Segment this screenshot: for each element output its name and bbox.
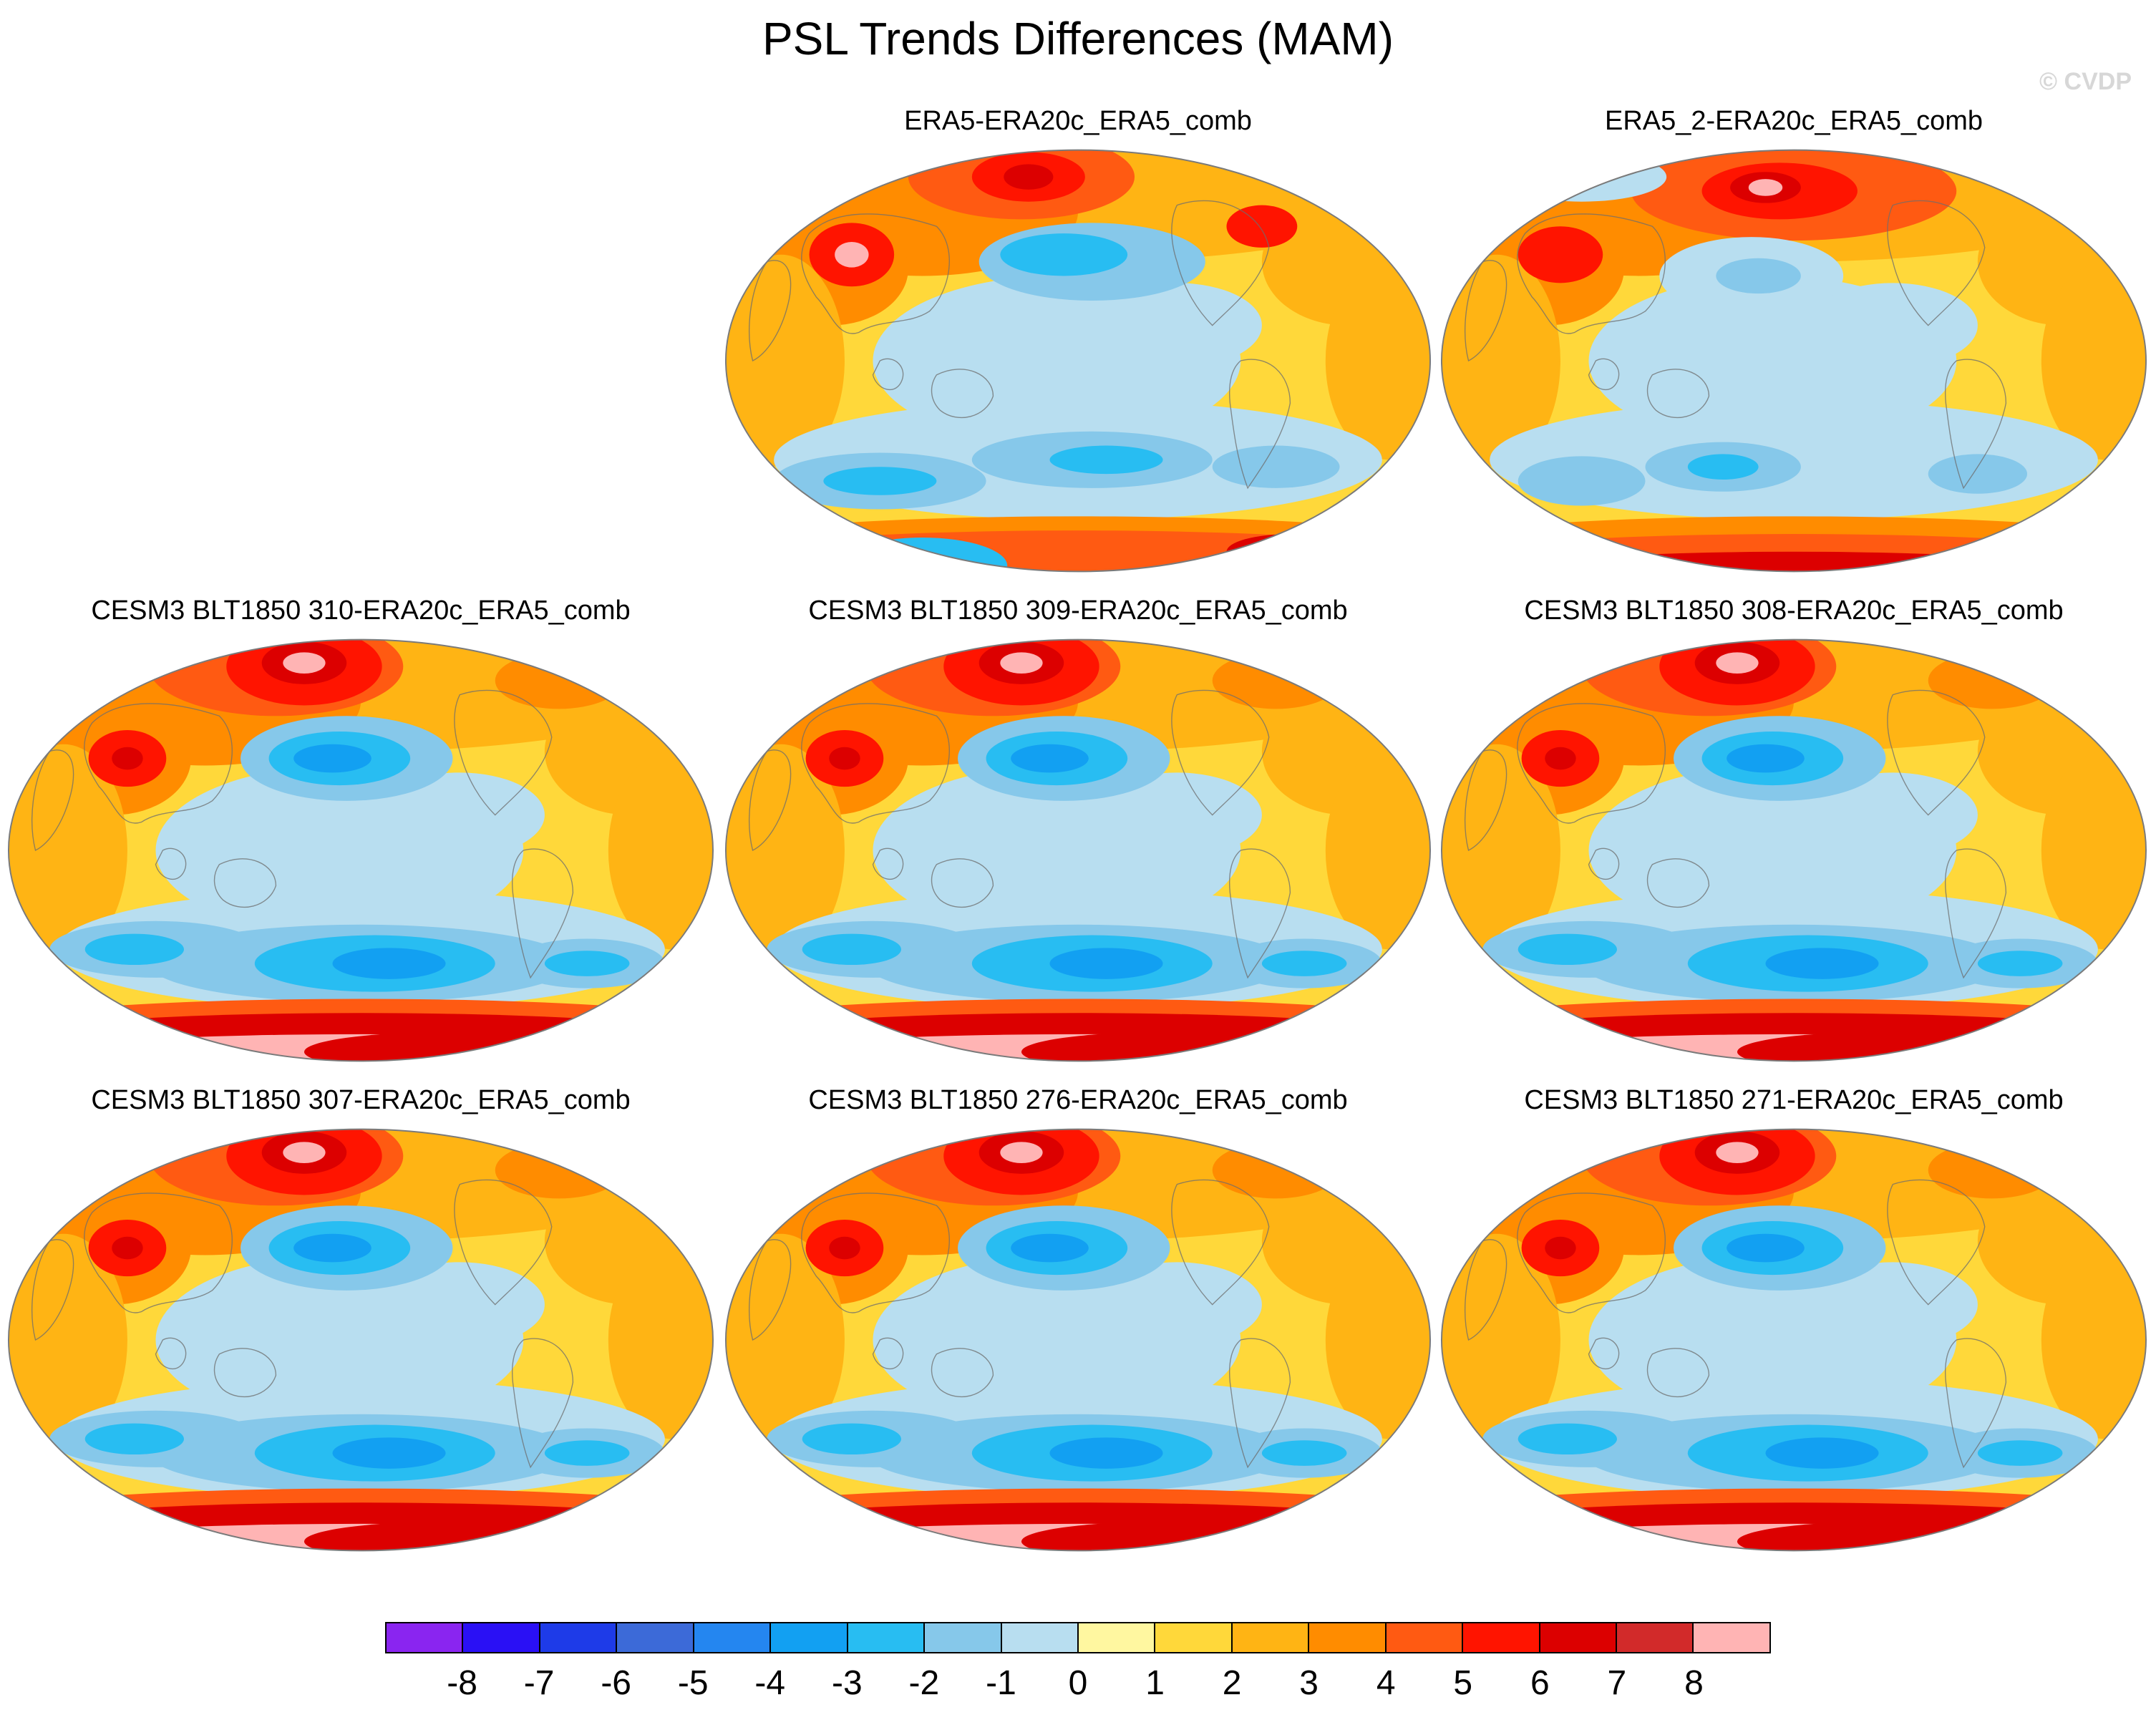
colorbar-swatches: [385, 1622, 1771, 1653]
colorbar-tick-label: -3: [831, 1664, 863, 1702]
colorbar-swatch: [1540, 1623, 1617, 1652]
psl-trend-map: [724, 1128, 1432, 1552]
colorbar-swatch: [771, 1623, 848, 1652]
colorbar-tick-label: 0: [1068, 1664, 1088, 1702]
map-panel: CESM3 BLT1850 309-ERA20c_ERA5_comb: [720, 594, 1436, 1067]
colorbar-tick-label: 7: [1607, 1664, 1627, 1702]
colorbar-swatch: [1309, 1623, 1387, 1652]
map-panel: CESM3 BLT1850 276-ERA20c_ERA5_comb: [720, 1084, 1436, 1556]
psl-trend-map: [7, 1128, 714, 1552]
psl-trend-map: [7, 638, 714, 1062]
map-panel: ERA5-ERA20c_ERA5_comb: [720, 105, 1436, 577]
map-panel: CESM3 BLT1850 307-ERA20c_ERA5_comb: [3, 1084, 719, 1556]
psl-trend-map: [1440, 149, 2147, 573]
colorbar-swatch: [1232, 1623, 1310, 1652]
map-panel: ERA5_2-ERA20c_ERA5_comb: [1436, 105, 2152, 577]
colorbar-swatch: [540, 1623, 618, 1652]
psl-trend-map: [1440, 1128, 2147, 1552]
panel-title: CESM3 BLT1850 276-ERA20c_ERA5_comb: [808, 1085, 1348, 1115]
colorbar: -8 -7 -6 -5 -4 -3 -2 -1 0 1 2 3 4 5 6 7 8: [385, 1622, 1771, 1711]
colorbar-tick-label: -4: [754, 1664, 786, 1702]
map-panel: CESM3 BLT1850 310-ERA20c_ERA5_comb: [3, 594, 719, 1067]
colorbar-tick-label: -2: [908, 1664, 940, 1702]
psl-trend-map: [724, 638, 1432, 1062]
panel-title: ERA5_2-ERA20c_ERA5_comb: [1604, 106, 1983, 136]
panel-title: ERA5-ERA20c_ERA5_comb: [904, 106, 1252, 136]
map-panel: CESM3 BLT1850 308-ERA20c_ERA5_comb: [1436, 594, 2152, 1067]
colorbar-swatch: [848, 1623, 926, 1652]
colorbar-swatch: [1155, 1623, 1233, 1652]
colorbar-swatch: [694, 1623, 772, 1652]
map-panel: CESM3 BLT1850 271-ERA20c_ERA5_comb: [1436, 1084, 2152, 1556]
panel-title: CESM3 BLT1850 308-ERA20c_ERA5_comb: [1524, 596, 2064, 626]
colorbar-tick-label: -8: [447, 1664, 477, 1702]
figure-title: PSL Trends Differences (MAM): [762, 13, 1394, 64]
colorbar-swatch: [1617, 1623, 1694, 1652]
colorbar-swatch: [1386, 1623, 1464, 1652]
panel-title: CESM3 BLT1850 310-ERA20c_ERA5_comb: [91, 596, 631, 626]
colorbar-tick-label: 5: [1453, 1664, 1473, 1702]
colorbar-swatch: [1001, 1623, 1079, 1652]
colorbar-tick-label: 2: [1222, 1664, 1242, 1702]
colorbar-swatch: [387, 1623, 464, 1652]
colorbar-tick-label: 8: [1684, 1664, 1704, 1702]
colorbar-tick-label: -1: [986, 1664, 1016, 1702]
cvdp-watermark: © CVDP: [2039, 68, 2132, 95]
psl-trend-map: [724, 149, 1432, 573]
panel-title: CESM3 BLT1850 307-ERA20c_ERA5_comb: [91, 1085, 631, 1115]
colorbar-swatch: [925, 1623, 1002, 1652]
colorbar-tick-label: -5: [677, 1664, 709, 1702]
colorbar-swatch: [1463, 1623, 1540, 1652]
colorbar-tick-label: 3: [1299, 1664, 1319, 1702]
psl-trend-map: [1440, 638, 2147, 1062]
colorbar-tick-label: 6: [1530, 1664, 1550, 1702]
colorbar-swatch: [617, 1623, 694, 1652]
colorbar-tick-label: 1: [1145, 1664, 1165, 1702]
colorbar-tick-label: 4: [1376, 1664, 1396, 1702]
colorbar-tick-label: -7: [523, 1664, 555, 1702]
colorbar-swatch: [1078, 1623, 1156, 1652]
colorbar-swatch: [1694, 1623, 1769, 1652]
panel-title: CESM3 BLT1850 309-ERA20c_ERA5_comb: [808, 596, 1348, 626]
colorbar-tick-label: -6: [601, 1664, 631, 1702]
panel-title: CESM3 BLT1850 271-ERA20c_ERA5_comb: [1524, 1085, 2064, 1115]
colorbar-swatch: [463, 1623, 540, 1652]
